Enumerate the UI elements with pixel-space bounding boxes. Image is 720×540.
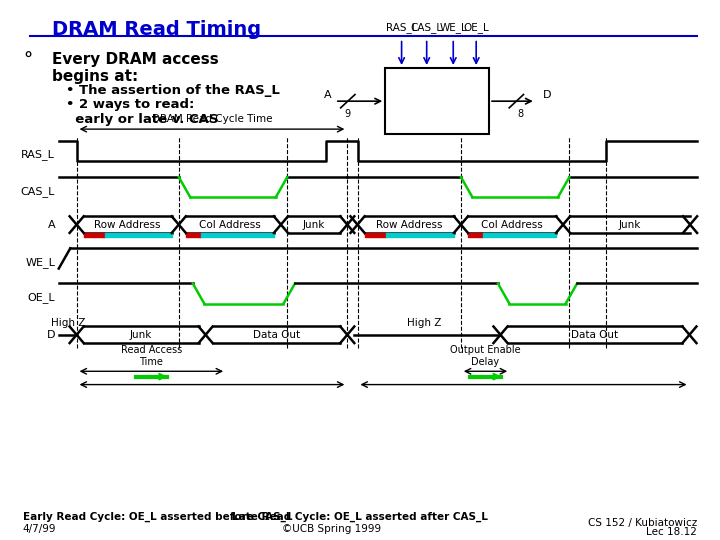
Text: DRAM Read Timing: DRAM Read Timing [52,20,261,39]
Text: Row Address: Row Address [376,220,443,229]
Text: Junk: Junk [303,220,325,229]
Text: Late Read Cycle: OE_L asserted after CAS_L: Late Read Cycle: OE_L asserted after CAS… [232,511,488,522]
Text: ©UCB Spring 1999: ©UCB Spring 1999 [282,524,381,534]
Text: Data Out: Data Out [572,330,618,340]
Text: CAS_L: CAS_L [21,186,55,197]
Text: Col Address: Col Address [199,220,261,229]
Text: D: D [543,90,552,99]
Text: OE_L: OE_L [463,23,489,33]
Text: Col Address: Col Address [481,220,543,229]
Text: Junk: Junk [619,220,642,229]
Text: Data Out: Data Out [253,330,300,340]
Text: High Z: High Z [50,319,85,328]
Text: WE_L: WE_L [439,23,467,33]
Text: Lec 18.12: Lec 18.12 [647,527,697,537]
Text: High Z: High Z [407,319,441,328]
Text: A: A [48,220,55,229]
Text: 9: 9 [345,110,351,119]
Text: D: D [47,330,55,340]
Text: Early Read Cycle: OE_L asserted before CAS_L: Early Read Cycle: OE_L asserted before C… [23,511,292,522]
Text: OE_L: OE_L [27,292,55,303]
Text: Every DRAM access
begins at:: Every DRAM access begins at: [52,52,218,84]
Text: • 2 ways to read:
  early or late v. CAS: • 2 ways to read: early or late v. CAS [66,98,218,126]
Bar [385,68,489,134]
Text: RAS_L: RAS_L [386,23,418,33]
Text: Output Enable
Delay: Output Enable Delay [450,346,521,367]
Text: 256K x 8
DRAM: 256K x 8 DRAM [407,87,468,115]
Text: Read Access
Time: Read Access Time [121,346,182,367]
Text: WE_L: WE_L [25,257,55,268]
Text: • The assertion of the RAS_L: • The assertion of the RAS_L [66,84,280,97]
Text: Junk: Junk [130,330,153,340]
Text: CAS_L: CAS_L [410,23,443,33]
Text: Row Address: Row Address [94,220,161,229]
Text: A: A [324,90,331,99]
Text: RAS_L: RAS_L [22,150,55,160]
Text: °: ° [23,52,32,70]
Text: 4/7/99: 4/7/99 [23,524,56,534]
Text: DRAM Read Cycle Time: DRAM Read Cycle Time [152,114,272,124]
Text: CS 152 / Kubiatowicz: CS 152 / Kubiatowicz [588,518,697,528]
Text: 8: 8 [517,110,523,119]
